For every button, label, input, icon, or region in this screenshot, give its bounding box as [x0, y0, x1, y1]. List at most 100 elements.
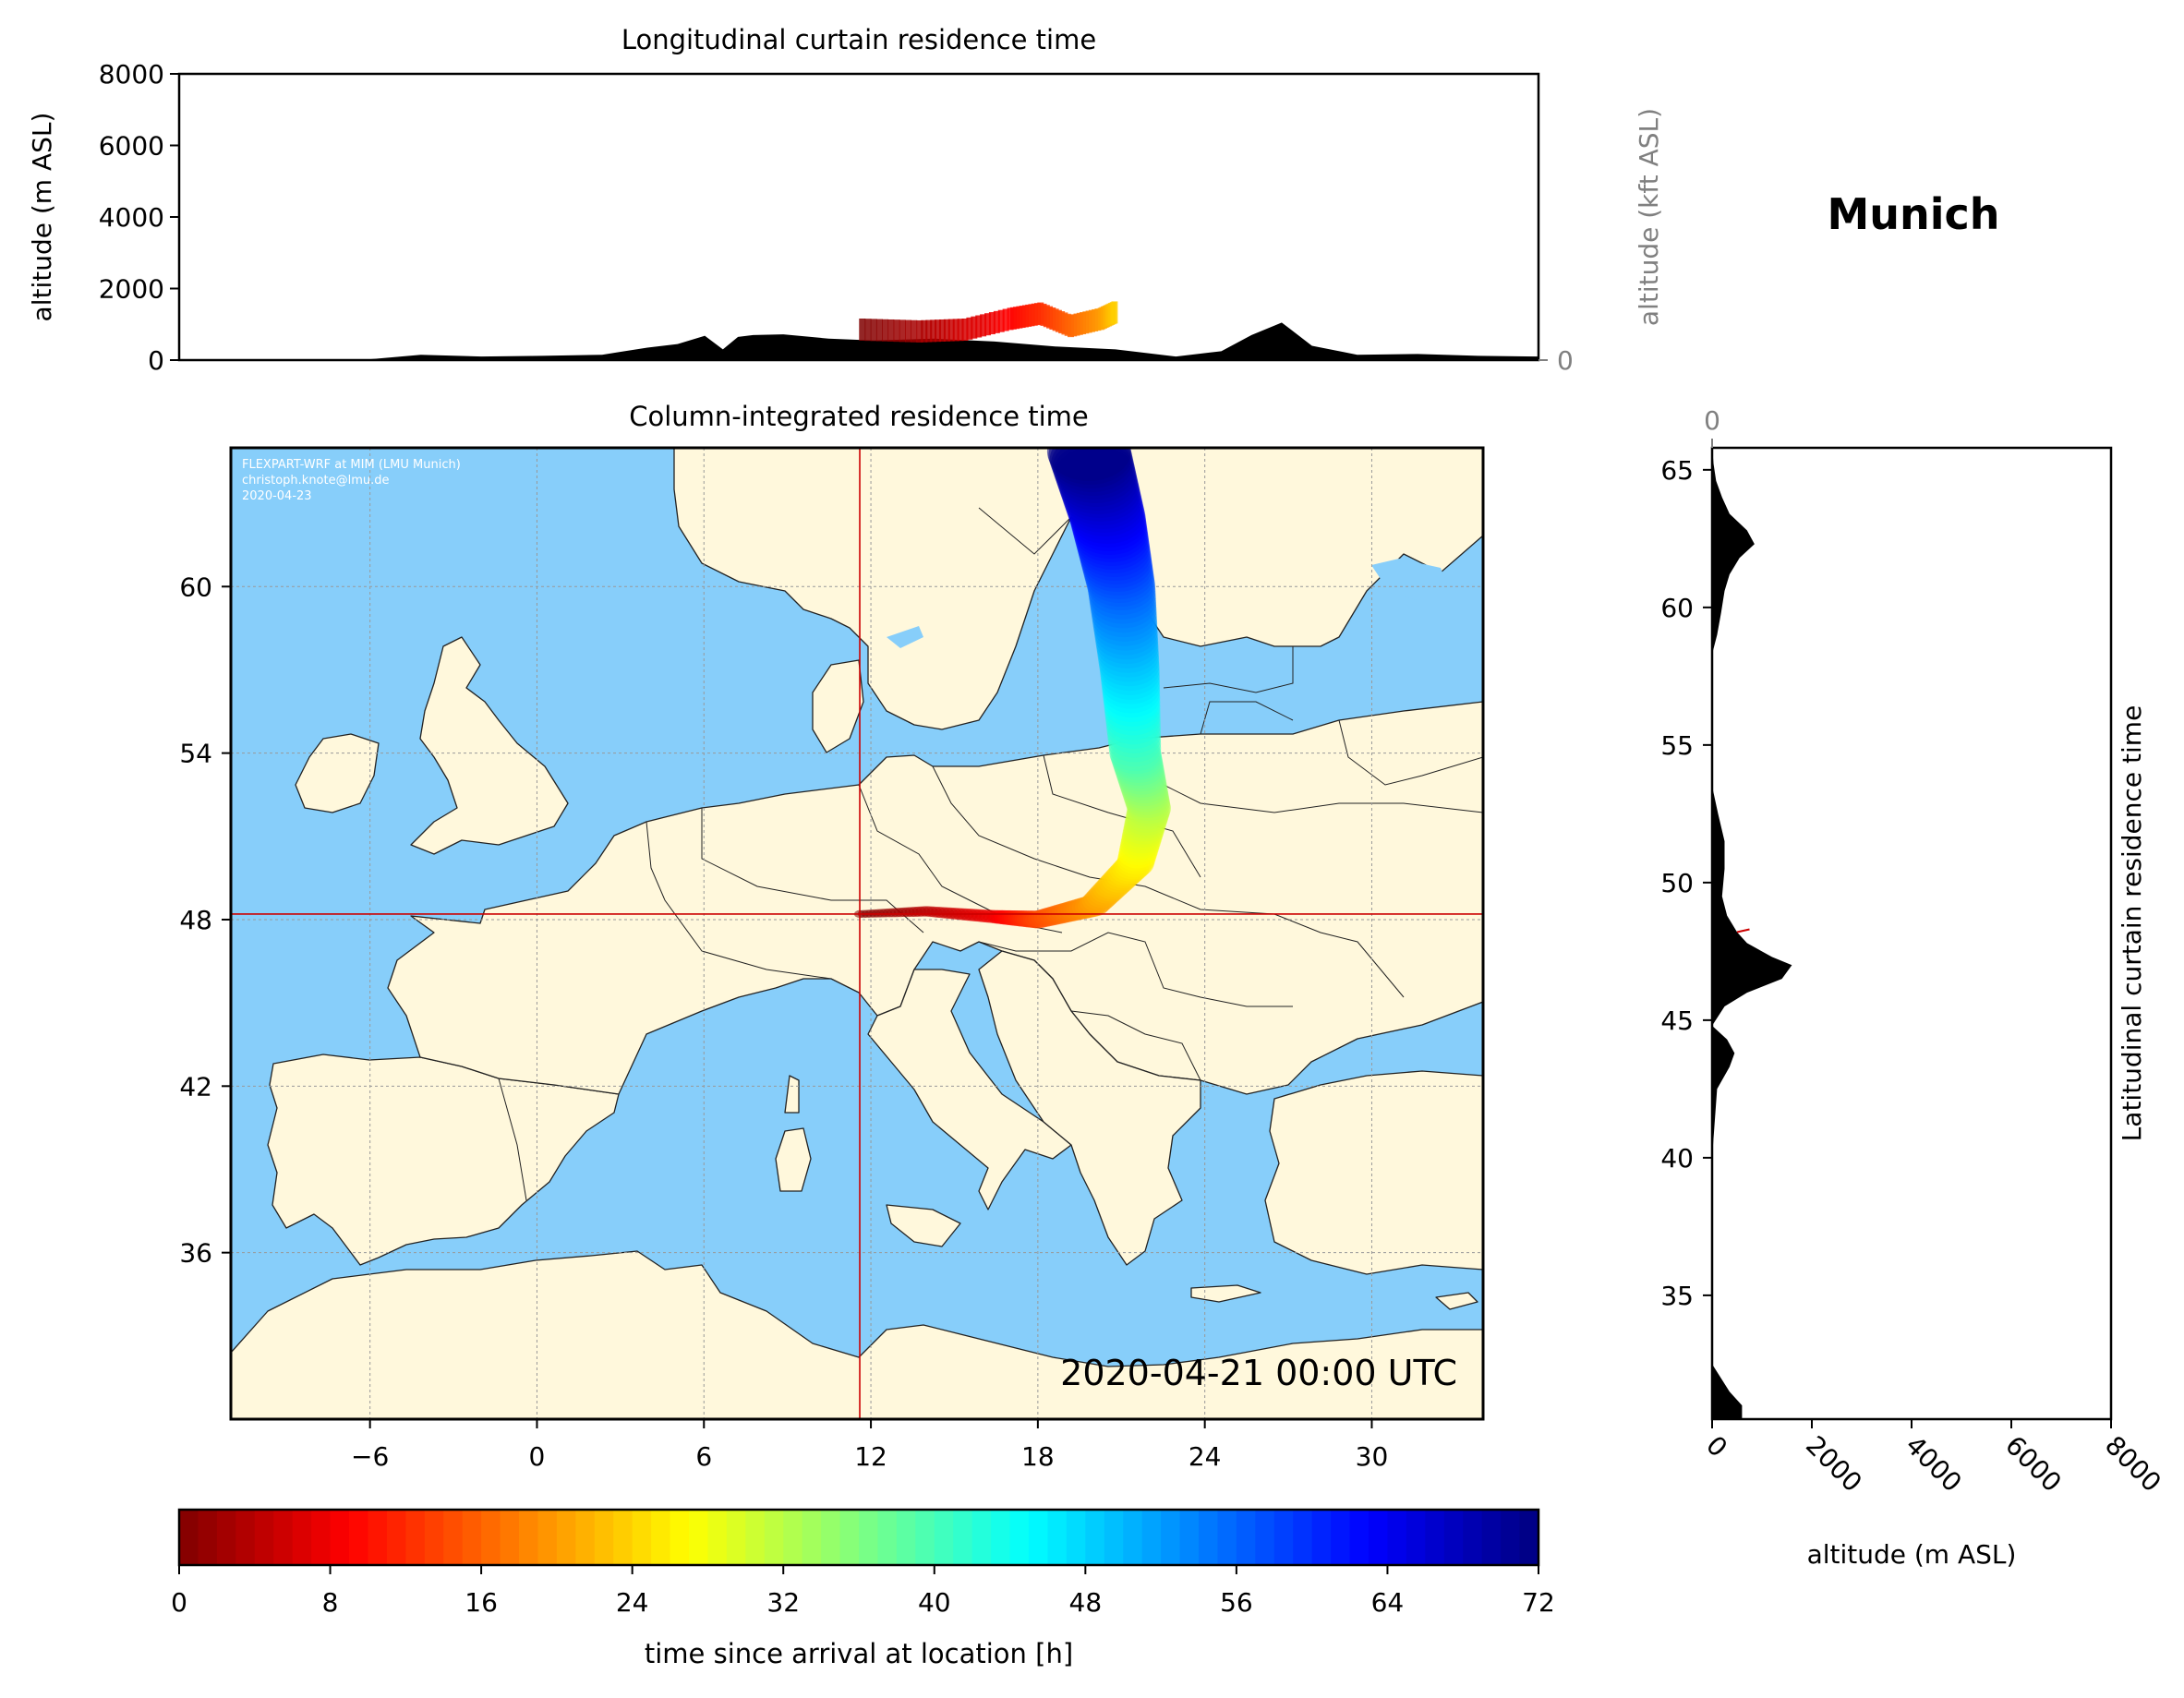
- colorbar-block: [839, 1510, 860, 1565]
- residence-cell: [911, 319, 918, 343]
- location-title: Munich: [1827, 189, 1999, 239]
- colorbar-block: [1443, 1510, 1464, 1565]
- colorbar-block: [971, 1510, 992, 1565]
- colorbar-block: [1217, 1510, 1237, 1565]
- land-africa: [231, 1250, 1483, 1419]
- colorbar-block: [254, 1510, 274, 1565]
- colorbar-block: [1066, 1510, 1086, 1565]
- ytick-label: 4000: [99, 202, 164, 233]
- colorbar-block: [1406, 1510, 1426, 1565]
- ytick-label: 36: [179, 1238, 212, 1269]
- longitudinal-terrain: [179, 322, 1538, 360]
- residence-cell: [882, 319, 889, 342]
- land-crete: [1190, 1284, 1261, 1303]
- ytick-label: 42: [179, 1071, 212, 1102]
- lake-ladoga: [1371, 559, 1450, 600]
- longitudinal-residence: [859, 301, 1118, 343]
- residence-cell: [899, 319, 906, 343]
- colorbar-block: [915, 1510, 935, 1565]
- colorbar-block: [386, 1510, 406, 1565]
- colorbar-block: [1047, 1510, 1068, 1565]
- map-panel: FLEXPART-WRF at MIM (LMU Munich) christo…: [231, 448, 1483, 1419]
- map-borders: [498, 507, 1483, 1201]
- ytick-label: 40: [1660, 1143, 1694, 1174]
- colorbar-label: time since arrival at location [h]: [645, 1638, 1073, 1669]
- longitudinal-ylabel-right: altitude (kft ASL): [1634, 108, 1664, 326]
- xtick-label: 12: [854, 1441, 887, 1472]
- land-scandinavia: [673, 448, 1483, 730]
- ytick-label: 2000: [99, 274, 164, 305]
- residence-marker: [1736, 928, 1750, 933]
- residence-cell: [997, 309, 1005, 332]
- colorbar-block: [556, 1510, 576, 1565]
- residence-cell: [971, 316, 978, 339]
- residence-cell: [859, 319, 866, 341]
- colorbar-block: [1199, 1510, 1219, 1565]
- land-britain: [410, 636, 569, 855]
- xtick-label: 18: [1021, 1441, 1055, 1472]
- colorbar-block: [481, 1510, 501, 1565]
- residence-cell: [925, 319, 933, 343]
- colorbar-block: [1273, 1510, 1294, 1565]
- credit-line-1: FLEXPART-WRF at MIM (LMU Munich): [242, 458, 461, 472]
- residence-cell: [935, 319, 942, 343]
- colorbar-block: [859, 1510, 879, 1565]
- colorbar-block: [1425, 1510, 1445, 1565]
- ytick-label: 54: [179, 739, 212, 769]
- longitudinal-yticks: 0 2000 4000 6000 8000: [99, 59, 179, 376]
- colorbar-block: [1481, 1510, 1502, 1565]
- lake-vanern: [887, 626, 923, 648]
- residence-cell: [975, 315, 983, 338]
- ytick-right-label: 0: [1557, 345, 1574, 376]
- map-xticks: −6 0 6 12 18 24 30: [351, 1419, 1388, 1472]
- colorbar-block: [1085, 1510, 1105, 1565]
- residence-cell: [893, 319, 900, 343]
- colorbar-block: [1311, 1510, 1332, 1565]
- colorbar-block: [368, 1510, 388, 1565]
- colorbar-block: [651, 1510, 671, 1565]
- plume-cell: [1046, 448, 1131, 481]
- colorbar-block: [1161, 1510, 1181, 1565]
- colorbar-block: [519, 1510, 539, 1565]
- xtick-label: 0: [529, 1441, 546, 1472]
- colorbar-block: [953, 1510, 973, 1565]
- longitudinal-title: Longitudinal curtain residence time: [621, 24, 1096, 55]
- residence-cell: [952, 319, 959, 342]
- terrain-area: [1712, 448, 1792, 1419]
- xtick-top-label: 0: [1704, 405, 1720, 436]
- colorbar-block: [292, 1510, 312, 1565]
- colorbar-block: [1104, 1510, 1124, 1565]
- colorbar-tick-label: 40: [918, 1587, 951, 1618]
- colorbar-block: [764, 1510, 784, 1565]
- residence-cell: [943, 319, 950, 342]
- colorbar-block: [934, 1510, 954, 1565]
- map-land: [231, 448, 1483, 1419]
- residence-cell: [938, 319, 946, 342]
- colorbar-block: [745, 1510, 766, 1565]
- longitudinal-ylabel: altitude (m ASL): [27, 113, 57, 322]
- credit-line-2: christoph.knote@lmu.de: [242, 474, 390, 488]
- credit-line-3: 2020-04-23: [242, 489, 312, 503]
- map-title: Column-integrated residence time: [629, 401, 1089, 432]
- map-frame: [229, 446, 1485, 1421]
- ytick-label: 8000: [99, 59, 164, 90]
- colorbar-tick-label: 56: [1220, 1587, 1253, 1618]
- residence-cell: [947, 319, 955, 342]
- colorbar-block: [896, 1510, 916, 1565]
- colorbar-block: [500, 1510, 520, 1565]
- ytick-label: 0: [148, 345, 164, 376]
- land-sicily: [886, 1204, 961, 1247]
- colorbar-tick-label: 8: [322, 1587, 339, 1618]
- residence-cell: [961, 319, 969, 341]
- colorbar-block: [179, 1510, 199, 1565]
- residence-cell: [870, 319, 877, 342]
- land-balkans: [978, 950, 1201, 1266]
- colorbar-ticks: 0 8 16 24 32 40 48 56 64 72: [171, 1565, 1555, 1618]
- residence-cell: [993, 310, 1000, 333]
- latitudinal-yticks: 35 40 45 50 55 60 65: [1660, 455, 1712, 1311]
- xtick-label: 6: [695, 1441, 712, 1472]
- colorbar-block: [1293, 1510, 1313, 1565]
- colorbar-tick-label: 48: [1069, 1587, 1103, 1618]
- latitudinal-terrain: [1712, 448, 1792, 1419]
